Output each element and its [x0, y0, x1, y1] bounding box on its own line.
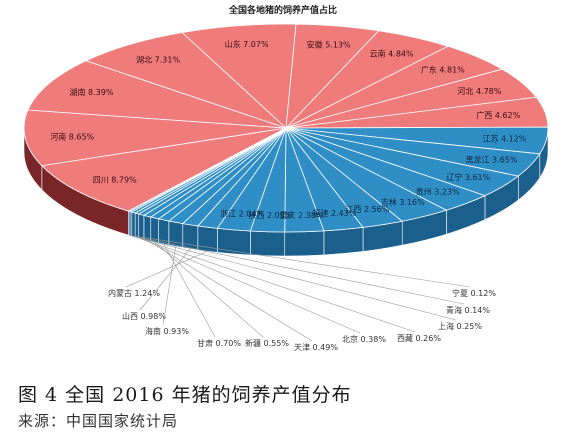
- slice-side-27: [134, 212, 139, 239]
- slice-3: [85, 32, 287, 129]
- slice-label-8: 河北 4.78%: [457, 86, 501, 96]
- slice-side-18: [250, 230, 286, 257]
- slice-label-25: 天津 0.49%: [294, 342, 338, 352]
- slice-label-18: 陕西 2.09%: [248, 210, 292, 220]
- leader-line-21: [139, 248, 191, 311]
- slice-label-26: 北京 0.38%: [342, 334, 386, 344]
- slice-side-17: [284, 230, 325, 257]
- leader-line-24: [154, 241, 264, 338]
- slice-label-14: 吉林 3.16%: [381, 197, 425, 207]
- slice-label-24: 新疆 0.55%: [245, 338, 289, 348]
- slice-side-16: [323, 227, 364, 256]
- slice-label-30: 宁夏 0.12%: [452, 288, 496, 298]
- slice-label-9: 广西 4.62%: [476, 110, 520, 120]
- slice-label-17: 重庆 2.38%: [279, 210, 323, 220]
- slice-label-21: 山西 0.98%: [122, 311, 166, 321]
- slice-side-21: [182, 223, 199, 251]
- slice-label-0: 四川 8.79%: [93, 175, 137, 184]
- slice-label-6: 云南 4.84%: [370, 49, 414, 59]
- slice-label-1: 河南 8.65%: [50, 131, 94, 141]
- slice-side-26: [138, 213, 145, 240]
- slice-2: [27, 60, 287, 129]
- slice-4: [181, 23, 297, 129]
- slice-label-4: 山东 7.07%: [225, 39, 269, 49]
- slice-label-12: 辽宁 3.61%: [446, 172, 490, 182]
- slice-label-27: 西藏 0.26%: [397, 333, 441, 343]
- slice-1: [23, 109, 287, 167]
- slice-label-16: 福建 2.43%: [312, 208, 356, 218]
- slice-label-20: 内蒙古 1.24%: [108, 288, 160, 298]
- pie-side-walls: [23, 127, 549, 257]
- chart-title: 全国各地猪的饲养产值占比: [228, 4, 337, 16]
- slice-label-7: 广东 4.81%: [421, 65, 465, 75]
- inside-labels: 四川 8.79% 河南 8.65% 湖南 8.39% 湖北 7.31% 山东 7.07%…: [50, 39, 527, 220]
- leader-line-22: [162, 246, 177, 326]
- figure-source: 来源：中国国家统计局: [18, 412, 179, 430]
- slice-label-28: 上海 0.25%: [438, 321, 482, 331]
- slice-side-22: [168, 220, 184, 248]
- slice-label-5: 安徽 5.13%: [307, 39, 351, 49]
- slice-side-25: [143, 214, 152, 242]
- leader-line-28: [133, 236, 457, 321]
- leader-line-27: [136, 237, 416, 333]
- outside-labels: 内蒙古 1.24% 山西 0.98% 海南 0.93% 甘肃 0.70% 新疆 0.55…: [108, 234, 496, 352]
- slice-30: [127, 127, 287, 212]
- leader-line-20: [125, 250, 208, 288]
- slice-side-28: [131, 211, 136, 238]
- leader-line-30: [129, 234, 471, 288]
- slice-label-3: 湖北 7.31%: [136, 55, 180, 64]
- leader-line-29: [130, 235, 465, 305]
- slice-0: [41, 127, 287, 212]
- slice-label-13: 贵州 3.23%: [416, 186, 460, 196]
- leader-line-25: [147, 239, 313, 342]
- pie-chart: 全国各地猪的饲养产值占比 四川 8.79% 河南 8.65% 湖南 8.39% 湖北 …: [23, 4, 549, 352]
- slice-label-11: 黑龙江 3.65%: [466, 154, 518, 164]
- slice-label-10: 江苏 4.12%: [482, 134, 526, 144]
- leader-line-23: [163, 243, 216, 338]
- slice-label-15: 江西 2.56%: [345, 205, 389, 214]
- slice-side-30: [128, 210, 131, 236]
- figure-caption: 图 4 全国 2016 年猪的饲养产值分布: [18, 384, 352, 406]
- slice-label-19: 浙江 2.04%: [220, 209, 264, 219]
- slice-label-23: 甘肃 0.70%: [197, 338, 241, 348]
- slice-label-22: 海南 0.93%: [145, 326, 189, 336]
- slice-label-29: 青海 0.14%: [446, 305, 490, 315]
- slice-label-2: 湖南 8.39%: [69, 87, 113, 97]
- pie-top-faces: [23, 23, 549, 233]
- leader-line-26: [141, 238, 361, 334]
